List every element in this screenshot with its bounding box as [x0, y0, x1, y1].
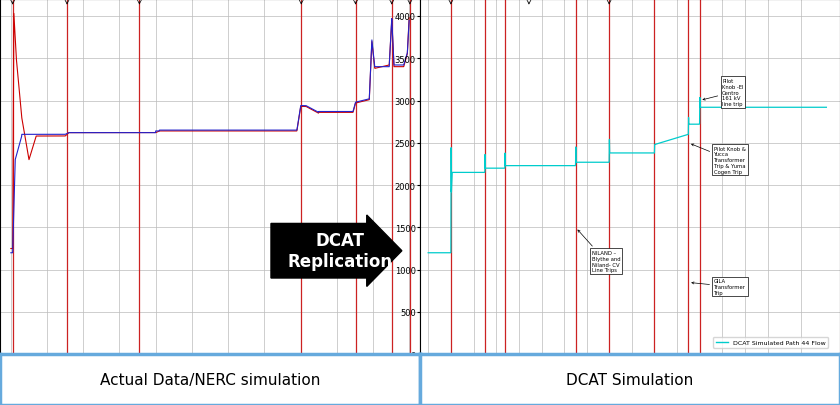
Text: Pilot
Knob -El
Centro
161 kV
line trip: Pilot Knob -El Centro 161 kV line trip — [703, 79, 743, 107]
Text: Actual Data/NERC simulation: Actual Data/NERC simulation — [100, 372, 320, 387]
Text: DCAT Simulation: DCAT Simulation — [566, 372, 694, 387]
X-axis label: Time (s): Time (s) — [613, 377, 647, 386]
Text: DCAT
Replication: DCAT Replication — [287, 232, 392, 271]
Text: NILAND –
Blythe and
Niland- CV
Line Trips: NILAND – Blythe and Niland- CV Line Trip… — [578, 230, 620, 273]
Text: Pilot Knob &
Yucca
Transformer
Trip & Yuma
Cogen Trip: Pilot Knob & Yucca Transformer Trip & Yu… — [691, 145, 746, 175]
Legend: DCAT Simulated Path 44 Flow: DCAT Simulated Path 44 Flow — [713, 337, 828, 348]
FancyArrow shape — [271, 215, 402, 287]
Text: GILA
Transformer
Trip: GILA Transformer Trip — [692, 279, 746, 295]
